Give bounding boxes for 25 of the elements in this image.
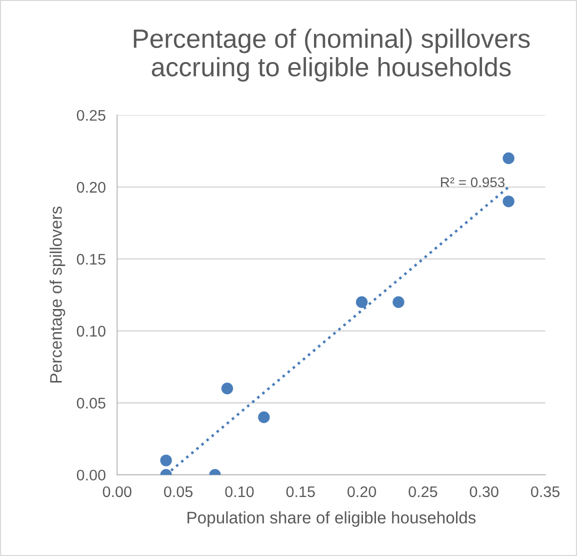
x-tick-label: 0.25	[408, 486, 438, 498]
y-tick-label: 0.15	[76, 254, 106, 265]
point	[160, 454, 172, 466]
y-tick-label: 0.05	[76, 398, 106, 409]
y-tick-label: 0.20	[76, 182, 106, 193]
point	[356, 296, 368, 308]
point	[258, 411, 270, 424]
x-tick-label: 0.20	[348, 486, 376, 498]
annotation: R² = 0.953	[441, 177, 504, 188]
point	[502, 152, 514, 164]
x-tick-label: 0.05	[164, 486, 193, 498]
point	[392, 296, 404, 308]
x-tick-label: 0.00	[102, 486, 132, 498]
y-tick-label: 0.10	[76, 326, 106, 337]
y-axis-title: Percentage of spillovers	[50, 206, 66, 383]
point	[502, 196, 514, 208]
chart-title: Percentage of (nominal) spillovers accruing to eligible households	[134, 28, 530, 82]
y-tick-label: 0.25	[76, 110, 106, 121]
x-axis-title: Population share of eligible households	[188, 511, 476, 527]
x-tick-label: 0.10	[225, 486, 254, 498]
x-tick-label: 0.35	[530, 486, 560, 498]
point	[221, 382, 234, 394]
x-tick-label: 0.15	[286, 486, 315, 498]
y-tick-label: 0.00	[76, 470, 106, 481]
x-tick-label: 0.30	[470, 486, 498, 498]
